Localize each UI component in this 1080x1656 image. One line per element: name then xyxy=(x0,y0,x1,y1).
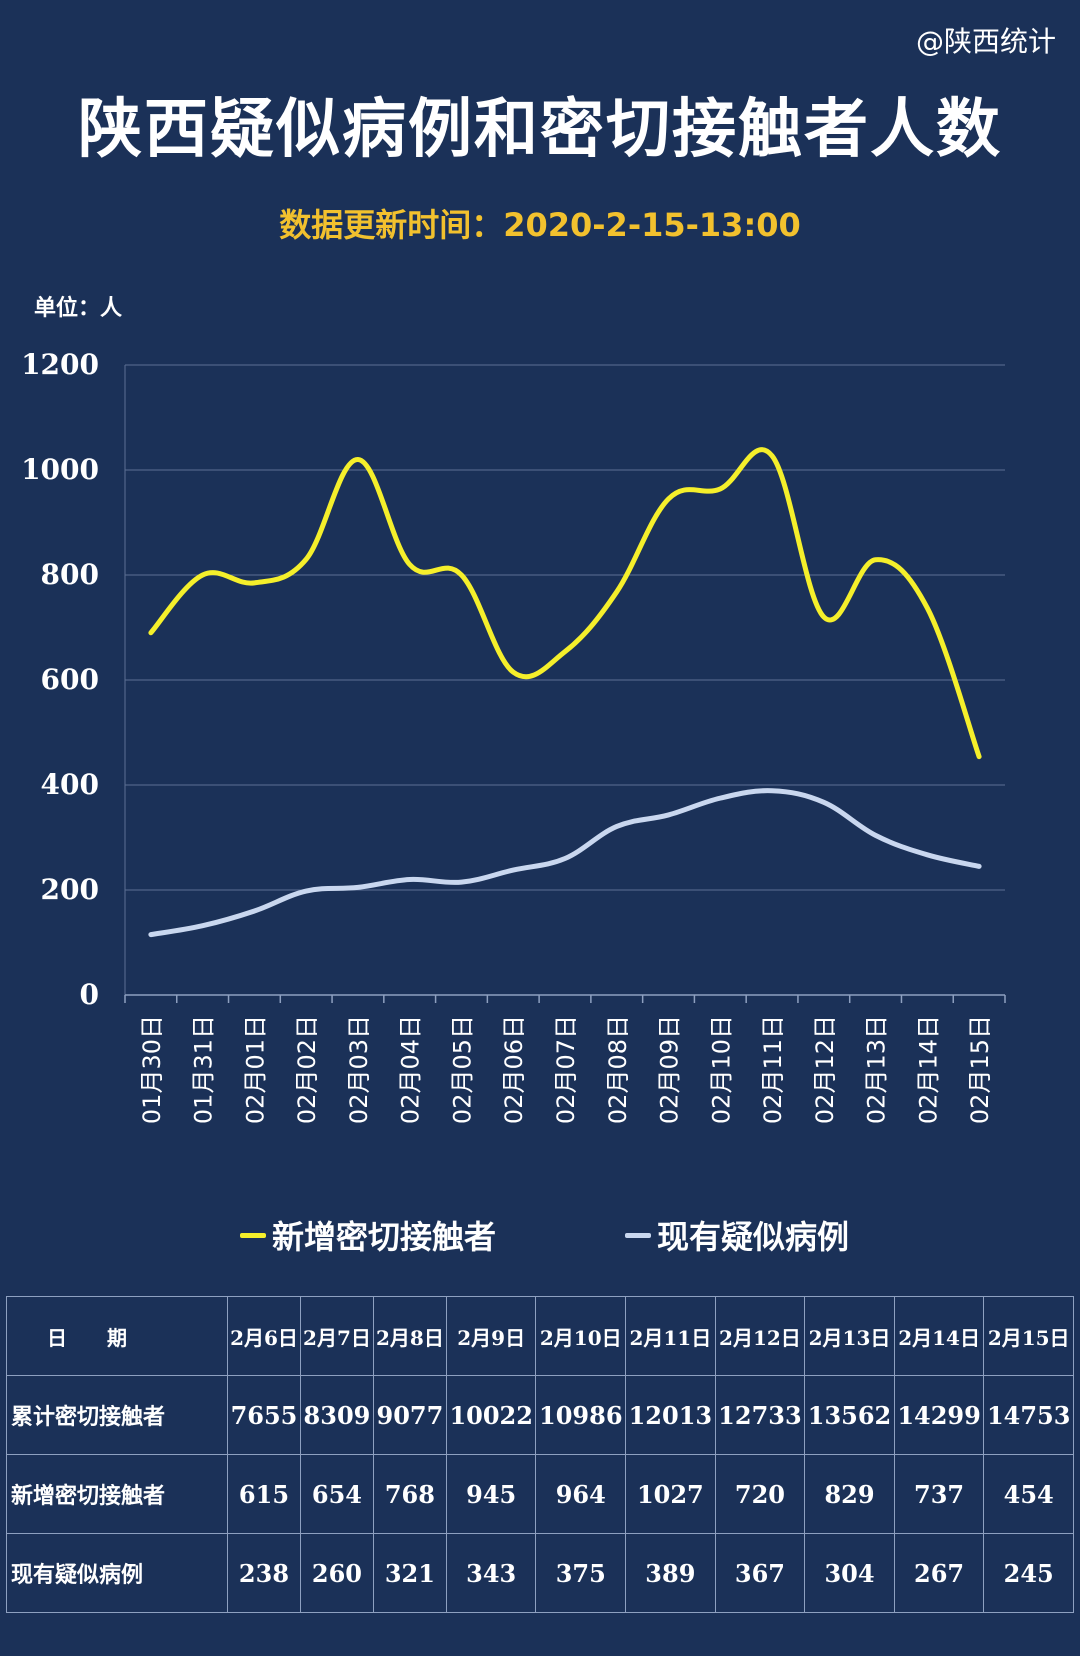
y-tick-label: 0 xyxy=(80,978,99,1011)
x-tick-label: 02月03日 xyxy=(345,1015,373,1124)
x-tick-label: 02月14日 xyxy=(914,1015,942,1124)
table-cell: 343 xyxy=(445,1533,537,1613)
table-cell: 14753 xyxy=(983,1375,1074,1455)
y-tick-label: 800 xyxy=(41,558,99,591)
table-header-cell: 2月14日 xyxy=(893,1296,985,1376)
table-cell: 829 xyxy=(804,1454,895,1534)
table-cell: 654 xyxy=(299,1454,374,1534)
x-tick-label: 02月08日 xyxy=(604,1015,632,1124)
legend-item-new-contacts: 新增密切接触者 xyxy=(240,1212,496,1258)
table-cell: 14299 xyxy=(893,1375,985,1455)
table-cell: 768 xyxy=(372,1454,447,1534)
table-cell: 375 xyxy=(535,1533,627,1613)
table-cell: 10986 xyxy=(535,1375,627,1455)
x-tick-label: 01月31日 xyxy=(190,1015,218,1124)
x-tick-label: 02月10日 xyxy=(707,1015,735,1124)
x-tick-label: 01月30日 xyxy=(138,1015,166,1124)
y-axis-ticks: 0 200 400 600 800 1000 1200 xyxy=(21,348,99,1011)
x-tick-label: 02月09日 xyxy=(656,1015,684,1124)
table-cell: 1027 xyxy=(625,1454,716,1534)
x-tick-label: 02月12日 xyxy=(811,1015,839,1124)
table-cell: 238 xyxy=(227,1533,301,1613)
y-tick-label: 1200 xyxy=(21,348,99,381)
table-cell: 267 xyxy=(893,1533,985,1613)
table-row-label: 累计密切接触者 xyxy=(6,1375,228,1455)
x-tick-label: 02月02日 xyxy=(293,1015,321,1124)
table-row-suspected: 现有疑似病例 238 260 321 343 375 389 367 304 2… xyxy=(6,1533,1074,1613)
x-tick-label: 02月01日 xyxy=(241,1015,269,1124)
x-tick-label: 02月11日 xyxy=(759,1015,787,1124)
x-tick-label: 02月15日 xyxy=(966,1015,994,1124)
x-tick-label: 02月04日 xyxy=(397,1015,425,1124)
update-time: 数据更新时间：2020-2-15-13:00 xyxy=(279,206,801,244)
table-cell: 7655 xyxy=(227,1375,301,1455)
table-header-cell: 2月12日 xyxy=(714,1296,806,1376)
x-axis-ticks: 01月30日 01月31日 02月01日 02月02日 02月03日 02月04日 02月0… xyxy=(138,1015,994,1124)
table-cell: 737 xyxy=(893,1454,985,1534)
table-cell: 12733 xyxy=(714,1375,806,1455)
y-tick-label: 200 xyxy=(41,873,99,906)
table-cell: 720 xyxy=(714,1454,806,1534)
table-cell: 964 xyxy=(535,1454,627,1534)
table-header-cell: 2月11日 xyxy=(625,1296,716,1376)
table-header-cell: 2月6日 xyxy=(227,1296,301,1376)
table-row-label: 新增密切接触者 xyxy=(6,1454,228,1534)
y-tick-label: 600 xyxy=(41,663,99,696)
table-cell: 304 xyxy=(804,1533,895,1613)
table-header-cell: 2月13日 xyxy=(804,1296,895,1376)
y-tick-label: 400 xyxy=(41,768,99,801)
table-cell: 945 xyxy=(445,1454,537,1534)
table-header-cell: 2月10日 xyxy=(535,1296,627,1376)
series-line-1 xyxy=(148,788,982,938)
x-tick-label: 02月05日 xyxy=(448,1015,476,1124)
table-row-new-contacts: 新增密切接触者 615 654 768 945 964 1027 720 829… xyxy=(6,1454,1074,1534)
unit-label: 单位：人 xyxy=(34,296,123,321)
table-header-date: 日 期 xyxy=(6,1296,228,1376)
legend-label-new-contacts: 新增密切接触者 xyxy=(272,1218,497,1256)
line-chart: 0 200 400 600 800 1000 1200 01月30日 01月31日 02月01日… xyxy=(21,348,1006,1124)
data-table: 日 期 2月6日 2月7日 2月8日 2月9日 2月10日 2月11日 2月12… xyxy=(6,1296,1074,1613)
table-cell: 260 xyxy=(299,1533,374,1613)
table-cell: 10022 xyxy=(445,1375,537,1455)
table-cell: 454 xyxy=(983,1454,1074,1534)
chart-legend: 新增密切接触者 现有疑似病例 xyxy=(0,1212,1080,1262)
chart-grid xyxy=(124,364,1006,1003)
table-row-label: 现有疑似病例 xyxy=(6,1533,228,1613)
legend-swatch-new-contacts xyxy=(240,1232,266,1238)
table-row-cumulative-contacts: 累计密切接触者 7655 8309 9077 10022 10986 12013… xyxy=(6,1375,1074,1455)
table-cell: 9077 xyxy=(372,1375,447,1455)
table-cell: 8309 xyxy=(299,1375,374,1455)
source-watermark: @陕西统计 xyxy=(915,25,1056,58)
y-tick-label: 1000 xyxy=(21,453,99,486)
table-header-cell: 2月8日 xyxy=(372,1296,447,1376)
table-cell: 245 xyxy=(983,1533,1074,1613)
table-cell: 389 xyxy=(625,1533,716,1613)
x-tick-label: 02月07日 xyxy=(552,1015,580,1124)
table-header-cell: 2月7日 xyxy=(299,1296,374,1376)
table-header-cell: 2月9日 xyxy=(445,1296,537,1376)
table-cell: 321 xyxy=(372,1533,447,1613)
table-header-cell: 2月15日 xyxy=(983,1296,1074,1376)
x-tick-label: 02月06日 xyxy=(500,1015,528,1124)
page-title: 陕西疑似病例和密切接触者人数 xyxy=(78,93,1002,167)
table-cell: 367 xyxy=(714,1533,806,1613)
table-cell: 13562 xyxy=(804,1375,895,1455)
legend-item-suspected: 现有疑似病例 xyxy=(625,1212,849,1258)
legend-label-suspected: 现有疑似病例 xyxy=(657,1218,850,1256)
legend-swatch-suspected xyxy=(625,1232,651,1238)
chart-series xyxy=(148,447,982,938)
table-cell: 615 xyxy=(227,1454,301,1534)
x-tick-label: 02月13日 xyxy=(863,1015,891,1124)
series-line-0 xyxy=(148,447,982,760)
table-cell: 12013 xyxy=(625,1375,716,1455)
table-header-row: 日 期 2月6日 2月7日 2月8日 2月9日 2月10日 2月11日 2月12… xyxy=(6,1296,1074,1376)
